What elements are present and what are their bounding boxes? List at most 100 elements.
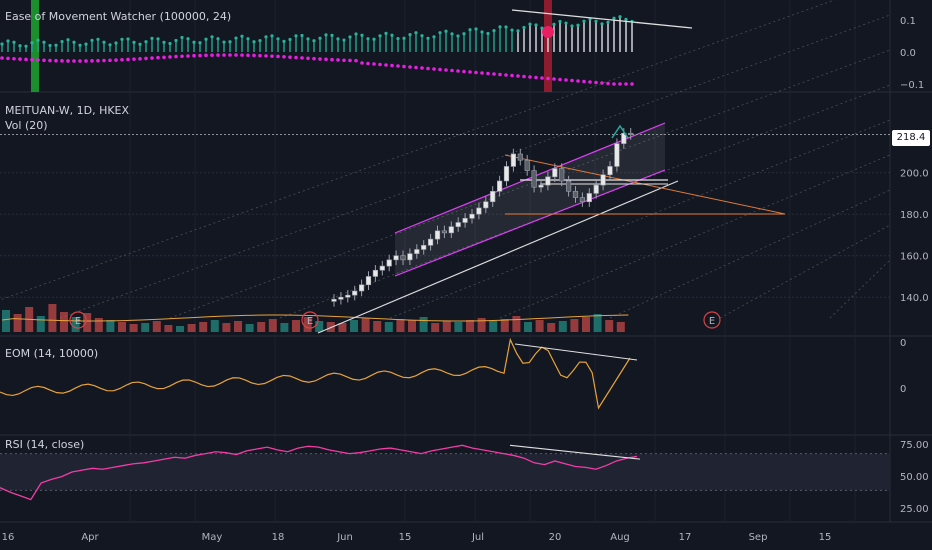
support-trendline (317, 180, 679, 334)
eomw-dot (162, 40, 166, 44)
candle-body (386, 259, 392, 267)
eomw-magenta-dot (426, 66, 430, 71)
volume-bar (245, 324, 254, 332)
eomw-magenta-dot (120, 57, 124, 62)
candle-body (400, 255, 406, 261)
volume-bar (616, 322, 625, 332)
time-tick: 15 (399, 532, 412, 543)
candle-body (393, 255, 399, 261)
eomw-dot (210, 35, 214, 39)
eomw-dot (222, 40, 226, 44)
eomw-magenta-dot (372, 62, 376, 66)
eomw-magenta-dot (384, 63, 388, 67)
eomw-dot (258, 39, 262, 43)
eomw-dot (84, 42, 88, 46)
eomw-dot (246, 37, 250, 41)
eomw-dot (306, 37, 310, 41)
eomw-dot (108, 43, 112, 47)
time-tick: Apr (81, 532, 99, 543)
candle-body (358, 284, 365, 292)
eomw-magenta-dot (480, 71, 484, 75)
candle-body (531, 170, 537, 188)
eomw-dot (438, 31, 442, 35)
eomw-magenta-dot (288, 55, 292, 59)
eomw-dot (396, 36, 400, 41)
volume-bar (442, 321, 451, 332)
volume-bar (605, 320, 614, 332)
eomw-dot (354, 32, 358, 36)
eomw-dot (270, 34, 274, 38)
candle-body (559, 168, 565, 182)
eomw-dot (24, 44, 28, 48)
volume-bar (222, 323, 231, 332)
eomw-dot (594, 19, 598, 23)
candle-body (345, 294, 351, 298)
channel-fill (395, 123, 665, 276)
volume-ma (1, 314, 629, 322)
rsi-line (0, 444, 638, 501)
volume-bar (338, 323, 347, 332)
eomw-magenta-dot (126, 57, 130, 62)
price-tick: 160.0 (900, 252, 929, 263)
grid-lines (0, 0, 890, 522)
candle-body (407, 253, 413, 261)
earnings-marker-label: E (307, 316, 313, 327)
eomw-dot (60, 39, 64, 44)
eomw-tick: 0.1 (900, 16, 916, 27)
volume-bar (315, 321, 324, 332)
eomw-magenta-dot (408, 65, 412, 69)
eomw-dot (186, 37, 190, 41)
eomw-dot (36, 38, 40, 42)
candle-body (565, 180, 572, 192)
eomw-magenta-dot (138, 56, 142, 61)
eomw-magenta-dot (444, 68, 448, 72)
eomw-dot (6, 39, 10, 43)
fan-line (499, 154, 891, 319)
eomw-dot (498, 25, 502, 29)
eomw-magenta-dot (474, 70, 478, 75)
time-tick: 16 (2, 532, 15, 543)
eomw-dot (330, 33, 334, 37)
eomw-magenta-dot (144, 56, 148, 61)
eomw-dot (324, 33, 328, 37)
eomw-dot (570, 24, 574, 28)
eomw-magenta-dot (324, 57, 328, 62)
eomw-magenta-dot (438, 67, 442, 72)
eomw-dot (144, 40, 148, 44)
earnings-marker-label: E (75, 316, 81, 327)
candle-body (517, 153, 523, 161)
eomw-magenta-dot (306, 56, 310, 61)
eomw-magenta-dot (468, 70, 472, 74)
price-tick: 140.0 (900, 293, 929, 304)
eomw-dot (582, 19, 586, 23)
volume-bar (94, 318, 103, 332)
eomw-dot (462, 32, 466, 36)
eomw-dot (516, 29, 520, 33)
eomw-dot (552, 22, 556, 26)
candle-body (496, 180, 503, 192)
eomw-magenta-dot (300, 56, 304, 60)
eomw-dot (342, 38, 346, 42)
eomw-magenta-dot (366, 61, 370, 66)
eomw-dot (168, 41, 172, 46)
eomw-dot (414, 31, 418, 35)
candle-body (545, 176, 551, 186)
eomw-dot (384, 31, 388, 35)
volume-bar (60, 312, 68, 332)
eomw-magenta-dot (12, 56, 16, 61)
channel-top (394, 122, 666, 234)
volume-bar (431, 323, 440, 332)
eomw-dot (558, 19, 562, 24)
eomw-magenta-dot (522, 74, 526, 79)
eomw-dot (294, 34, 298, 38)
eomw-dot (240, 34, 244, 38)
volume-bar (489, 321, 498, 332)
eomw-dot (72, 40, 76, 44)
volume-bar (454, 322, 463, 332)
eomw-magenta-dot (528, 75, 532, 79)
time-tick: Sep (749, 532, 768, 543)
volume-bar (268, 319, 277, 332)
eomw-dot (564, 21, 568, 25)
